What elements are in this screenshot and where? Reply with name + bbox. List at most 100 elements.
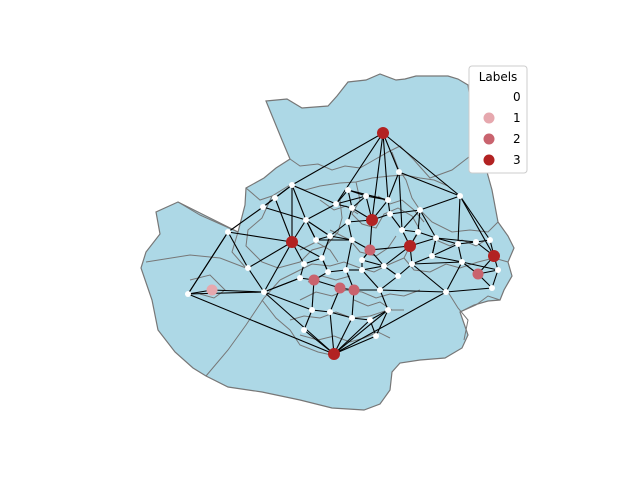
graph-node-label-0 (345, 187, 351, 193)
graph-edge (303, 309, 313, 331)
graph-node-label-2 (334, 282, 346, 294)
graph-edge (491, 269, 499, 289)
graph-edge (329, 235, 353, 241)
graph-edge (227, 231, 293, 243)
graph-edge (291, 184, 337, 205)
graph-edge (457, 241, 477, 245)
graph-node-label-0 (385, 307, 391, 313)
graph-edge (445, 287, 493, 293)
graph-edge (305, 219, 317, 241)
graph-edge (411, 255, 433, 265)
graph-edge (263, 291, 313, 311)
graph-edge (333, 317, 353, 355)
graph-edge (347, 221, 353, 241)
graph-node-label-0 (363, 193, 369, 199)
graph-edge (291, 132, 384, 186)
graph-edge (417, 209, 421, 233)
graph-edge (431, 255, 463, 263)
graph-node-label-0 (395, 273, 401, 279)
graph-edge (347, 189, 353, 209)
graph-node-label-0 (325, 269, 331, 275)
graph-edge (457, 243, 463, 263)
graph-edge (435, 237, 477, 243)
graph-edge (398, 171, 461, 197)
graph-edge (345, 239, 353, 271)
graph-edge (389, 209, 421, 215)
graph-node-label-0 (495, 267, 501, 273)
graph-edge (411, 261, 463, 265)
graph-node-label-2 (364, 244, 376, 256)
graph-node-label-0 (417, 207, 423, 213)
graph-edge (333, 335, 377, 355)
graph-edge (435, 237, 459, 245)
graph-node-label-0 (333, 201, 339, 207)
graph-edge (401, 209, 421, 231)
graph-edge (431, 243, 459, 257)
graph-edge (187, 293, 335, 355)
graph-node-label-3 (377, 127, 389, 139)
graph-edge (389, 213, 403, 231)
graph-edge (327, 269, 347, 273)
graph-node-label-0 (457, 193, 463, 199)
graph-edge (411, 263, 447, 293)
legend-marker-2 (483, 133, 495, 145)
graph-edge (274, 197, 293, 243)
graph-edge (335, 189, 349, 205)
graph-edge (262, 206, 307, 221)
graph-node-label-0 (309, 307, 315, 313)
graph-node-label-0 (367, 317, 373, 323)
graph-edge (329, 311, 353, 319)
graph-node-label-3 (328, 348, 340, 360)
graph-node-label-0 (387, 211, 393, 217)
graph-node-label-0 (301, 327, 307, 333)
graph-node-label-0 (245, 265, 251, 271)
graph-edge (263, 277, 301, 293)
legend-label-2: 2 (513, 132, 521, 146)
graph-edge (333, 291, 447, 355)
graph-node-label-3 (404, 240, 416, 252)
graph-edge (227, 206, 264, 233)
legend-label-1: 1 (513, 111, 521, 125)
graph-node-label-0 (409, 261, 415, 267)
graph-node-label-2 (472, 268, 484, 280)
graph-edge (379, 289, 447, 293)
graph-nodes (185, 127, 501, 360)
graph-edge (398, 171, 403, 231)
graph-edge (351, 195, 367, 209)
graph-node-label-0 (473, 239, 479, 245)
graph-edge (459, 195, 491, 241)
graph-edge (417, 231, 437, 239)
graph-node-label-0 (297, 275, 303, 281)
graph-edge (419, 209, 437, 239)
graph-edge (445, 261, 463, 293)
graph-node-label-0 (261, 289, 267, 295)
graph-node-label-0 (272, 195, 278, 201)
graph-node-label-0 (327, 233, 333, 239)
graph-node-label-0 (385, 197, 391, 203)
graph-node-label-3 (366, 214, 378, 226)
graph-node-label-1 (206, 284, 218, 296)
graph-edges (187, 132, 499, 355)
graph-edge (365, 195, 389, 201)
graph-edge (459, 195, 495, 257)
graph-node-label-2 (308, 274, 320, 286)
legend-box (468, 65, 528, 174)
graph-edge (333, 309, 389, 355)
graph-node-label-0 (429, 253, 435, 259)
graph-edge (227, 231, 249, 269)
graph-node-label-0 (349, 205, 355, 211)
graph-edge (247, 267, 265, 293)
legend-marker-3 (483, 154, 495, 166)
graph-edge (371, 132, 384, 221)
graph-node-label-0 (377, 287, 383, 293)
graph-node-label-0 (359, 257, 365, 263)
graph-edge (187, 291, 265, 295)
graph-edge (419, 195, 461, 211)
graph-edge (431, 237, 437, 257)
graph-edge (361, 265, 385, 271)
graph-node-label-0 (381, 263, 387, 269)
graph-edge (397, 263, 413, 277)
graph-node-label-0 (373, 333, 379, 339)
graph-edge (335, 195, 367, 205)
graph-node-label-2 (348, 284, 360, 296)
